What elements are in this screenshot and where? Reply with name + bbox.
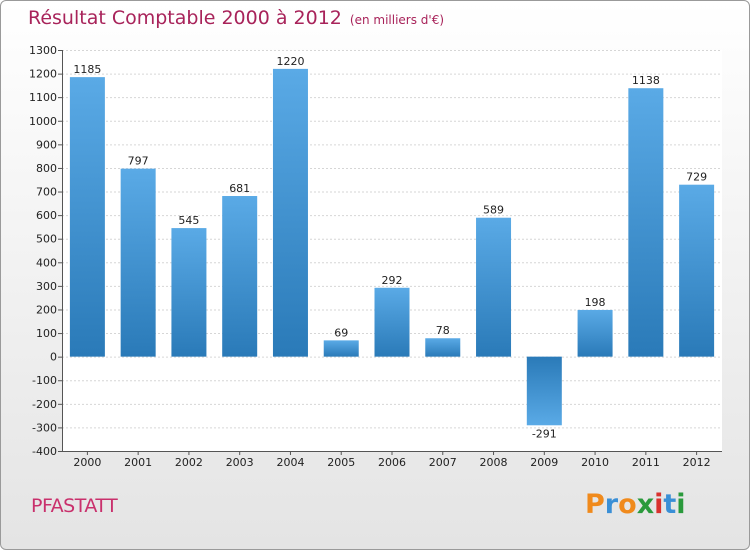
x-tick-label: 2001 (124, 456, 152, 469)
bar (476, 217, 512, 357)
bar-value-label: 198 (585, 296, 606, 309)
bar-value-label: 1185 (73, 63, 101, 76)
chart-title-text: Résultat Comptable 2000 à 2012 (28, 7, 342, 29)
y-tick-label: 300 (36, 280, 57, 293)
city-name: PFASTATT (31, 495, 118, 517)
proxiti-logo: Proxiti (585, 489, 686, 520)
bar-value-label: 292 (382, 274, 403, 287)
x-tick-label: 2005 (327, 456, 355, 469)
chart-title: Résultat Comptable 2000 à 2012 (en millie… (28, 7, 444, 29)
bar-value-label: 545 (178, 214, 199, 227)
bar-value-label: 589 (483, 204, 504, 217)
y-tick-label: 400 (36, 256, 57, 269)
bar (679, 184, 715, 357)
y-tick-label: -400 (32, 445, 57, 458)
bar (323, 340, 359, 357)
y-tick-label: 1000 (29, 115, 57, 128)
bar-value-label: 681 (229, 182, 250, 195)
x-tick-label: 2007 (429, 456, 457, 469)
x-tick-label: 2011 (632, 456, 660, 469)
logo-letter: r (604, 489, 619, 520)
bar (120, 168, 156, 357)
bar-value-label: 797 (128, 155, 149, 168)
bar (374, 287, 410, 357)
x-tick-label: 2009 (530, 456, 558, 469)
bar (222, 196, 258, 357)
logo-letter: t (663, 489, 677, 520)
bar-value-label: -291 (532, 427, 557, 440)
bar-value-label: 1220 (276, 55, 304, 68)
bar (171, 228, 207, 357)
logo-letter: P (585, 489, 605, 520)
bar (526, 356, 562, 426)
y-tick-label: 1100 (29, 91, 57, 104)
y-tick-label: 1200 (29, 68, 57, 81)
logo-letter: i (654, 489, 664, 520)
y-tick-label: -100 (32, 374, 57, 387)
y-tick-label: 100 (36, 327, 57, 340)
x-tick-label: 2000 (73, 456, 101, 469)
x-tick-label: 2012 (683, 456, 711, 469)
y-tick-label: -300 (32, 421, 57, 434)
x-tick-label: 2006 (378, 456, 406, 469)
y-tick-label: 200 (36, 303, 57, 316)
chart-subtitle: (en milliers d'€) (349, 13, 445, 27)
bar-value-label: 78 (436, 324, 450, 337)
bar (425, 338, 461, 357)
bar-value-label: 729 (686, 171, 707, 184)
y-tick-label: 800 (36, 162, 57, 175)
y-tick-label: 0 (50, 351, 57, 364)
logo-letter: i (676, 489, 686, 520)
y-tick-label: 1300 (29, 44, 57, 57)
y-tick-label: 600 (36, 209, 57, 222)
logo-letter: o (618, 489, 637, 520)
x-tick-label: 2010 (581, 456, 609, 469)
y-tick-label: 900 (36, 138, 57, 151)
x-tick-label: 2002 (175, 456, 203, 469)
y-tick-label: 500 (36, 233, 57, 246)
bar (272, 68, 308, 357)
y-tick-label: -200 (32, 398, 57, 411)
x-tick-label: 2008 (480, 456, 508, 469)
x-tick-label: 2003 (226, 456, 254, 469)
x-tick-label: 2004 (276, 456, 304, 469)
bar-value-label: 69 (334, 326, 348, 339)
bar (69, 77, 105, 357)
logo-letter: x (636, 489, 655, 520)
bar-value-label: 1138 (632, 74, 660, 87)
plot-area (62, 50, 722, 451)
bar (628, 88, 664, 357)
bar (577, 309, 613, 357)
y-tick-label: 700 (36, 186, 57, 199)
